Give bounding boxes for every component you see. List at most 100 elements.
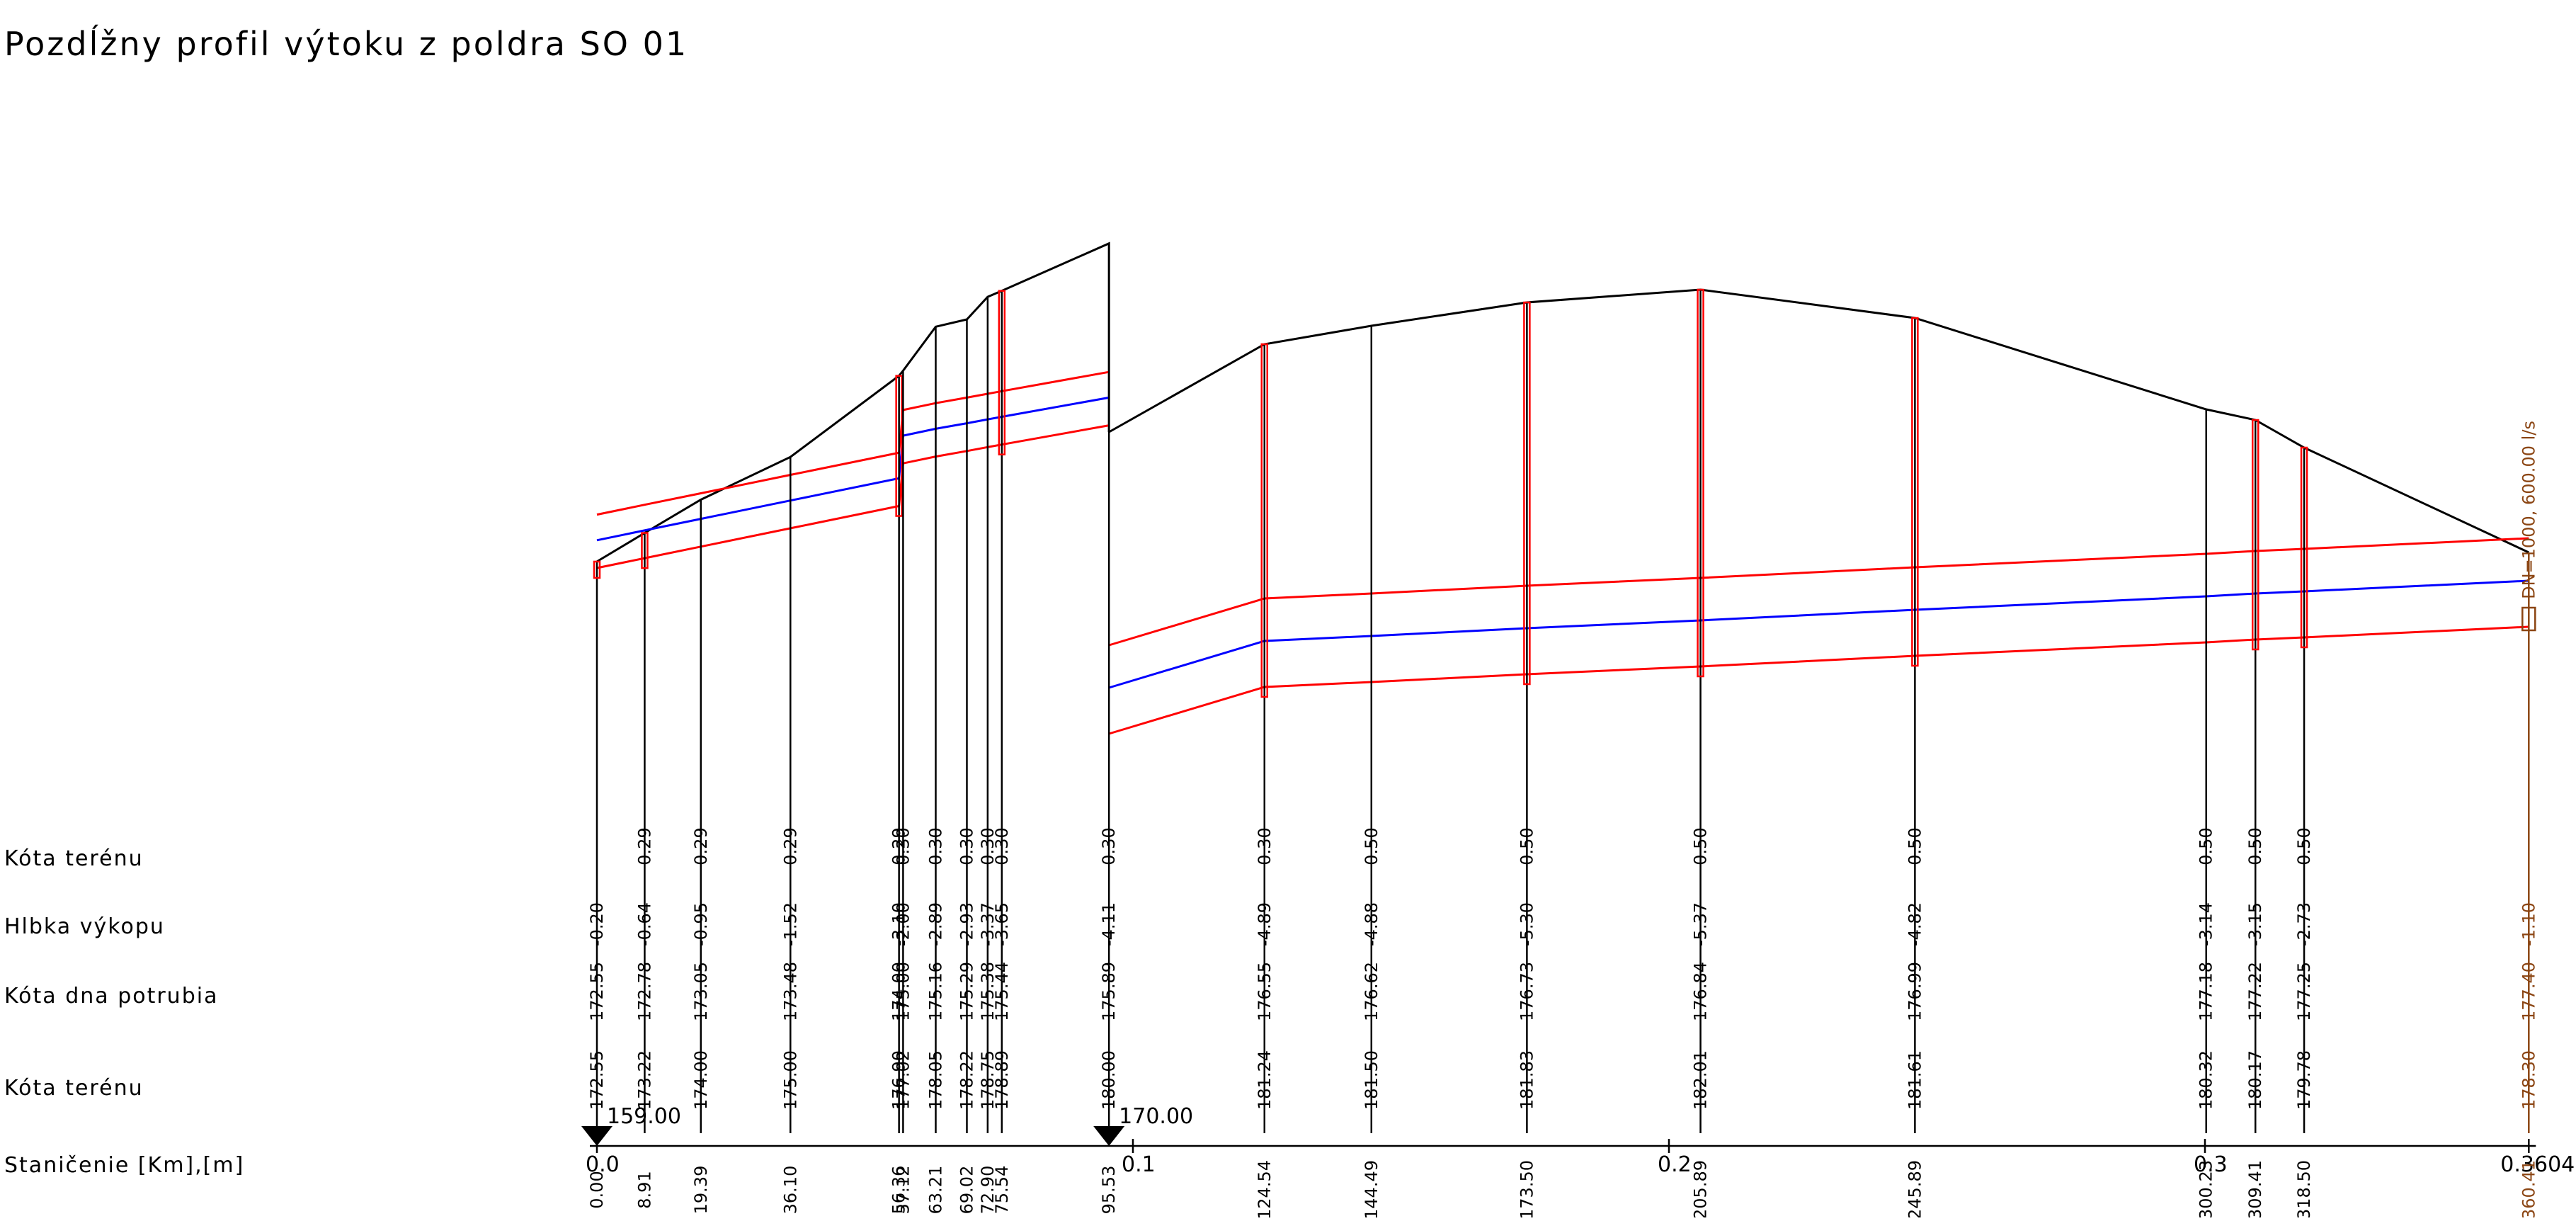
terrain-value: 178.89 [992, 1050, 1012, 1110]
cover-value: 0.30 [1099, 827, 1119, 865]
km-tick-label: 0.1 [1122, 1152, 1156, 1177]
row-label-depth: Hlbka výkopu [4, 914, 165, 939]
row-label-pipe-bottom: Kóta dna potrubia [4, 984, 218, 1009]
depth-value: -1.10 [2519, 902, 2538, 946]
station-value: 205.89 [1691, 1160, 1711, 1217]
terrain-value: 180.17 [2245, 1050, 2265, 1110]
km-tick-label: 0.2 [1658, 1152, 1692, 1177]
manhole-shaft [641, 532, 649, 569]
station-value: 75.54 [992, 1166, 1012, 1215]
depth-value: -5.37 [1691, 902, 1711, 946]
pipe-axis-line [596, 396, 1110, 542]
pipe-bottom-value: 175.38 [978, 962, 998, 1021]
pipe-bottom-value: 177.40 [2519, 962, 2538, 1021]
pipe-top-line [1108, 537, 2529, 647]
pipe-bottom-value: 173.05 [691, 962, 711, 1021]
station-value: 360.41 [2519, 1160, 2538, 1217]
terrain-value: 178.22 [957, 1050, 976, 1110]
cover-value: 0.30 [893, 827, 913, 865]
cover-value: 0.29 [634, 827, 654, 865]
terrain-value: 177.02 [893, 1050, 913, 1110]
station-value: 56.36 [889, 1166, 909, 1215]
pipe-bottom-value: 176.99 [1905, 962, 1925, 1021]
pipe-top-line [596, 370, 1110, 516]
cover-value: 0.30 [925, 827, 945, 865]
cover-value: 0.50 [2196, 827, 2216, 865]
cover-value: 0.30 [957, 827, 976, 865]
station-value: 318.50 [2294, 1160, 2314, 1217]
terrain-value: 173.22 [634, 1050, 654, 1110]
cover-value: 0.50 [1517, 827, 1537, 865]
pipe-bottom-value: 172.78 [634, 962, 654, 1021]
datum-label: 170.00 [1119, 1104, 1193, 1129]
depth-value: -3.10 [889, 902, 909, 946]
station-value: 8.91 [634, 1171, 654, 1208]
manhole-shaft [1911, 317, 1919, 667]
cover-value: 0.50 [1362, 827, 1381, 865]
station-value: 57.12 [893, 1166, 913, 1215]
cover-value: 0.50 [2245, 827, 2265, 865]
depth-value: -0.95 [691, 902, 711, 946]
depth-value: -2.89 [925, 902, 945, 946]
cover-value: 0.30 [992, 827, 1012, 865]
cover-value: 0.29 [780, 827, 800, 865]
terrain-line [596, 242, 1110, 563]
station-value: 0.00 [587, 1171, 607, 1208]
row-label-terrain-top: Kóta terénu [4, 846, 144, 871]
station-value: 245.89 [1905, 1160, 1925, 1217]
station-value: 19.39 [691, 1166, 711, 1215]
station-value: 300.23 [2196, 1160, 2216, 1217]
depth-value: -3.15 [2245, 902, 2265, 946]
depth-value: -4.88 [1362, 902, 1381, 946]
terrain-value: 181.83 [1517, 1050, 1537, 1110]
km-tick-label: 0.3 [2194, 1152, 2228, 1177]
pipe-bottom-value: 177.18 [2196, 962, 2216, 1021]
depth-value: -2.93 [957, 902, 976, 946]
manhole-shaft [1523, 301, 1531, 686]
manhole-shaft [998, 290, 1006, 455]
row-label-station: Staničenie [Km],[m] [4, 1153, 244, 1178]
cover-value: 0.29 [889, 827, 909, 865]
manhole-shaft [593, 560, 601, 579]
pipe-bottom-value: 173.48 [780, 962, 800, 1021]
terrain-value: 178.75 [978, 1050, 998, 1110]
datum-label: 159.00 [607, 1104, 681, 1129]
depth-value: -0.64 [634, 902, 654, 946]
depth-value: -4.89 [1255, 902, 1275, 946]
terrain-value: 181.50 [1362, 1050, 1381, 1110]
manhole-shaft [895, 375, 903, 517]
station-value: 144.49 [1362, 1160, 1381, 1217]
depth-value: -4.82 [1905, 902, 1925, 946]
row-label-terrain: Kóta terénu [4, 1076, 144, 1101]
pipe-bottom-value: 176.73 [1517, 962, 1537, 1021]
datum-triangle [581, 1126, 612, 1146]
pipe-bottom-line [1108, 625, 2529, 735]
pipe-axis-line [1108, 579, 2529, 689]
depth-value: -1.52 [780, 902, 800, 946]
depth-value: -2.00 [893, 902, 913, 946]
km-tick-label: 0.0 [586, 1152, 620, 1177]
pipe-bottom-value: 176.84 [1691, 962, 1711, 1021]
terrain-value: 178.05 [925, 1050, 945, 1110]
terrain-line [1108, 288, 2529, 554]
terrain-value: 179.78 [2294, 1050, 2314, 1110]
station-value: 69.02 [957, 1166, 976, 1215]
cover-value: 0.30 [1255, 827, 1275, 865]
station-value: 124.54 [1255, 1160, 1275, 1217]
depth-value: -3.37 [978, 902, 998, 946]
terrain-value: 172.55 [587, 1050, 607, 1110]
terrain-value: 180.00 [1099, 1050, 1119, 1110]
profile-lines [581, 242, 2536, 1153]
terrain-value: 176.90 [889, 1050, 909, 1110]
pipe-note-marker [2521, 606, 2536, 632]
pipe-bottom-value: 174.00 [889, 962, 909, 1021]
cover-value: 0.50 [1905, 827, 1925, 865]
cover-value: 0.50 [1691, 827, 1711, 865]
depth-value: -3.65 [992, 902, 1012, 946]
station-value: 36.10 [780, 1166, 800, 1215]
station-value: 309.41 [2245, 1160, 2265, 1217]
cover-value: 0.29 [691, 827, 711, 865]
